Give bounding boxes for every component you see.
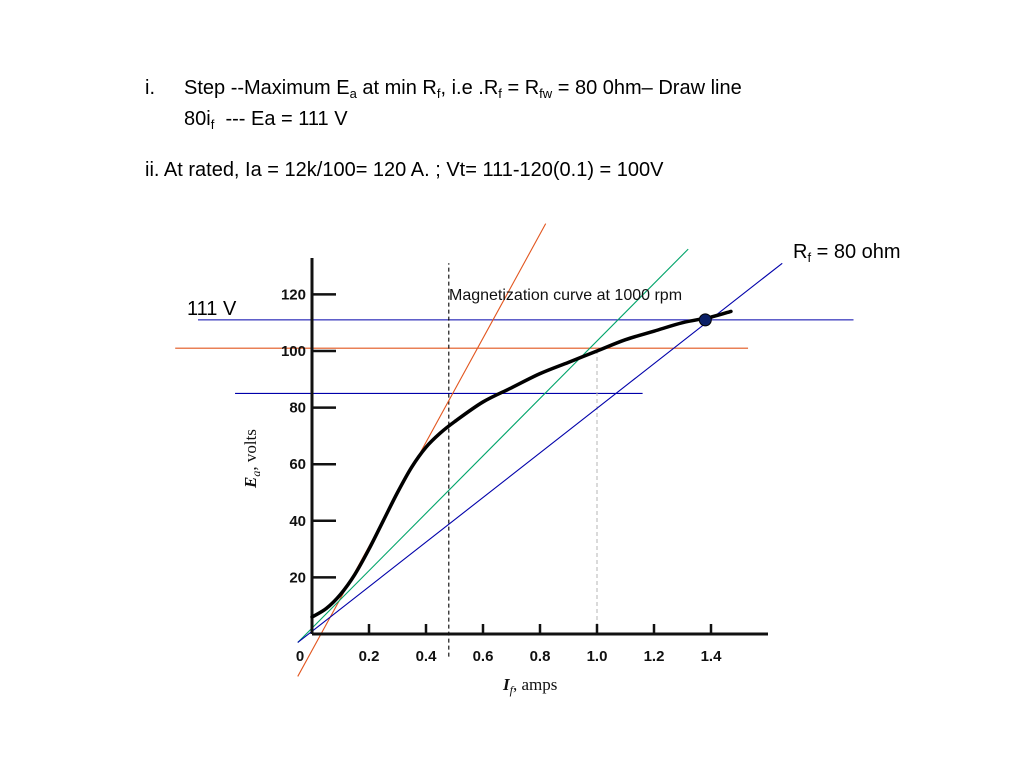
y-axis-title-rest: , volts <box>241 429 260 471</box>
voltage-111-label: 111 V <box>187 298 237 320</box>
item-1-line-2: 80if --- Ea = 111 V <box>184 107 348 131</box>
curve-layer <box>310 309 733 619</box>
item-1-line-1: Step --Maximum Ea at min Rf, i.e .Rf = R… <box>184 76 742 100</box>
magnetization-curve <box>310 309 733 619</box>
y-tick-label: 60 <box>289 456 306 473</box>
y-axis-title-main: E <box>241 477 260 489</box>
y-axis-title-sub: a <box>249 471 263 477</box>
operating-point <box>698 313 712 327</box>
item-1-sub1: a <box>349 86 357 101</box>
chart-title: Magnetization curve at 1000 rpm <box>449 287 682 304</box>
y-tick-label: 120 <box>281 286 306 303</box>
x-tick-label: 0 <box>296 648 304 665</box>
x-tick-label: 1.4 <box>701 648 723 665</box>
y-axis-title: Ea, volts <box>241 429 263 489</box>
x-tick-label: 0.2 <box>359 648 380 665</box>
item-1-line2sub: f <box>210 117 215 132</box>
item-1-seg2: at min R <box>356 77 437 99</box>
x-tick-label: 0.8 <box>530 648 551 665</box>
item-1-seg4: = R <box>501 77 540 99</box>
y-tick-label: 80 <box>289 400 306 417</box>
item-1-seg3: , i.e .R <box>440 77 499 99</box>
item-1-marker: i. <box>145 77 155 99</box>
item-1-sub2: f <box>436 86 441 101</box>
item-2-text: ii. At rated, Ia = 12k/100= 120 A. ; Vt=… <box>145 159 664 181</box>
y-tick-label: 20 <box>289 569 306 586</box>
reference-lines <box>175 223 854 677</box>
item-1-seg5: = 80 0hm– Draw line <box>552 77 742 99</box>
x-tick-label: 1.0 <box>587 648 608 665</box>
y-tick-label: 100 <box>281 343 306 360</box>
rf-label-rest: = 80 ohm <box>811 241 901 263</box>
rf-label-sub: f <box>807 250 812 265</box>
rf-label-main: R <box>793 241 808 263</box>
rf-label: Rf = 80 ohm <box>793 240 901 264</box>
field-resistance-line <box>297 248 689 643</box>
item-1-seg1: Step --Maximum E <box>184 77 350 99</box>
item-1-sub3: f <box>498 86 502 101</box>
operating-point-layer <box>698 313 712 327</box>
item-1-line2a: 80i <box>184 108 211 130</box>
ticks: 20 40 60 80 100 120 0 0.2 0.4 0.6 0.8 1.0 1.2 1.4 <box>281 286 722 665</box>
x-axis-title-main: I <box>502 675 511 694</box>
x-tick-label: 0.6 <box>473 648 494 665</box>
item-1-line2b: --- Ea = 111 V <box>214 108 348 130</box>
field-resistance-line <box>297 262 783 643</box>
y-tick-label: 40 <box>289 513 306 530</box>
x-tick-label: 0.4 <box>416 648 438 665</box>
x-axis-title: If, amps <box>502 675 557 697</box>
item-1-sub4: fw <box>539 86 553 101</box>
x-axis-title-rest: , amps <box>513 675 557 694</box>
x-tick-label: 1.2 <box>644 648 665 665</box>
x-axis-title-sub: f <box>510 683 515 697</box>
